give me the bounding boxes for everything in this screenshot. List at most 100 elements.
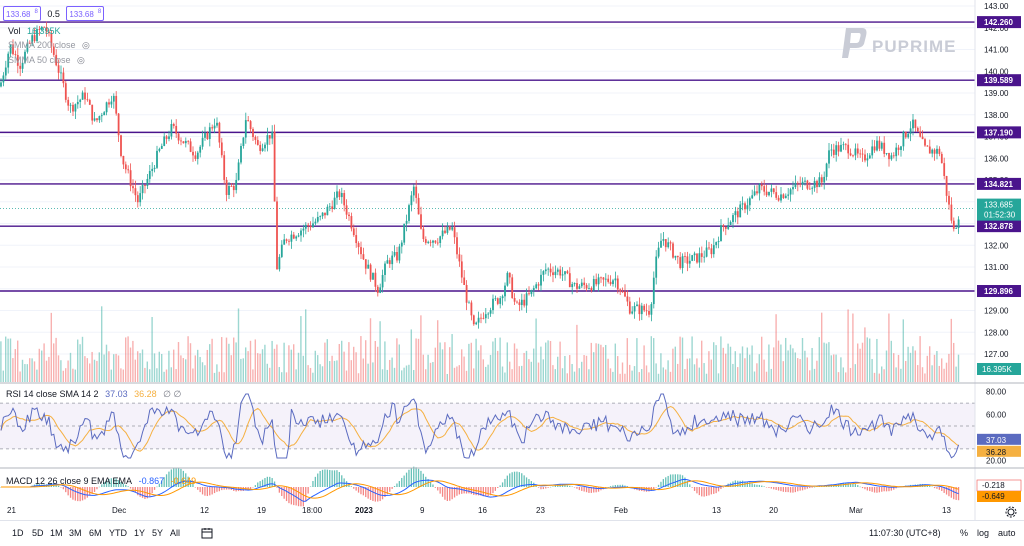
macd-hist-bar bbox=[506, 475, 508, 487]
bid-price-box[interactable]: 133.68 8 bbox=[3, 6, 41, 21]
macd-hist-bar bbox=[492, 487, 494, 494]
volume-bar bbox=[91, 351, 93, 382]
range-5d[interactable]: 5D bbox=[32, 528, 44, 538]
level-badge[interactable] bbox=[977, 126, 1021, 139]
range-1d[interactable]: 1D bbox=[12, 528, 24, 538]
smma200-legend[interactable]: SMMA 200 close ◎ bbox=[8, 40, 94, 51]
volume-bar bbox=[321, 366, 324, 382]
macd-legend[interactable]: MACD 12 26 close 9 EMA EMA -0.867 -0.649 bbox=[6, 476, 200, 486]
time-axis[interactable]: 21 Dec 12 19 18:00 2023 9 16 23 Feb 13 20 Mar 13 bbox=[7, 506, 951, 515]
candle-body bbox=[508, 272, 511, 278]
candle-body bbox=[460, 261, 463, 278]
range-6m[interactable]: 6M bbox=[89, 528, 102, 538]
price-chart[interactable]: 80.00 60.00 20.00 37.03 36.28 -0.218 -0.649 1… bbox=[0, 0, 1024, 520]
candle-body bbox=[55, 54, 58, 66]
level-badge[interactable] bbox=[977, 285, 1021, 298]
volume-bar bbox=[521, 365, 523, 382]
volume-bar bbox=[765, 371, 768, 382]
macd-hist-bar bbox=[624, 485, 626, 487]
volume-bar bbox=[468, 343, 470, 382]
volume-bar bbox=[410, 329, 412, 382]
macd-hist-bar bbox=[151, 487, 153, 494]
volume-bar bbox=[482, 359, 484, 382]
candle-body bbox=[412, 186, 415, 196]
candle-body bbox=[432, 240, 434, 243]
eye-hidden-icon[interactable]: ◎ bbox=[82, 40, 90, 50]
macd-hist-bar bbox=[362, 487, 364, 496]
time-tick-label: 2023 bbox=[355, 506, 373, 515]
candle-body bbox=[957, 219, 960, 229]
range-all[interactable]: All bbox=[170, 528, 181, 538]
candle-body bbox=[278, 256, 281, 270]
candle-body bbox=[528, 293, 530, 295]
volume-bar bbox=[883, 369, 885, 382]
candle-body bbox=[417, 197, 420, 215]
range-1m[interactable]: 1M bbox=[50, 528, 63, 538]
candle-body bbox=[254, 136, 257, 140]
price-axis[interactable]: 143.00 142.00 141.00 140.00 139.00 138.00 137.… bbox=[977, 2, 1021, 375]
candle-body bbox=[43, 26, 46, 28]
candle-body bbox=[679, 257, 682, 269]
range-5y[interactable]: 5Y bbox=[152, 528, 164, 538]
volume-bar bbox=[180, 355, 182, 382]
range-ytd[interactable]: YTD bbox=[109, 528, 127, 538]
range-1y[interactable]: 1Y bbox=[134, 528, 146, 538]
macd-hist-bar bbox=[185, 473, 187, 487]
utc-clock[interactable]: 11:07:30 (UTC+8) bbox=[869, 528, 941, 538]
candle-body bbox=[708, 247, 710, 249]
level-badge[interactable] bbox=[977, 16, 1021, 29]
macd-hist-bar bbox=[672, 474, 674, 487]
candle-body bbox=[420, 214, 422, 229]
smma50-legend[interactable]: SMMA 50 close ◎ bbox=[8, 55, 89, 66]
candle-body bbox=[235, 179, 238, 191]
auto-toggle[interactable]: auto bbox=[998, 528, 1016, 538]
volume-bar bbox=[792, 348, 794, 382]
candle-body bbox=[4, 67, 7, 76]
log-toggle[interactable]: log bbox=[977, 528, 990, 538]
candle-body bbox=[600, 277, 602, 279]
eye-hidden-icon[interactable]: ◎ bbox=[77, 55, 85, 65]
level-badge[interactable] bbox=[977, 177, 1021, 190]
volume-bar bbox=[264, 344, 266, 382]
candle-body bbox=[31, 35, 34, 43]
rsi-legend[interactable]: RSI 14 close SMA 14 2 37.03 36.28 ∅ ∅ bbox=[6, 389, 185, 400]
macd-hist-bar bbox=[132, 487, 134, 491]
candle-body bbox=[561, 274, 564, 276]
macd-hist-bar bbox=[403, 475, 405, 487]
horizontal-levels[interactable] bbox=[0, 21, 975, 292]
macd-hist-bar bbox=[293, 487, 295, 506]
candle-body bbox=[828, 150, 830, 164]
volume-bar bbox=[953, 342, 955, 382]
ask-price-box[interactable]: 133.68 8 bbox=[66, 6, 105, 21]
range-3m[interactable]: 3M bbox=[69, 528, 82, 538]
macd-signal-value: -0.867 bbox=[138, 476, 165, 486]
macd-hist-bar bbox=[885, 487, 888, 492]
macd-hist-bar bbox=[566, 485, 568, 487]
volume-bar bbox=[852, 313, 854, 382]
level-badge[interactable] bbox=[977, 220, 1021, 233]
candle-body bbox=[643, 305, 646, 311]
rsi-tick-label: 20.00 bbox=[986, 456, 1007, 465]
macd-hist-bar bbox=[374, 487, 376, 502]
last-price-badge[interactable] bbox=[977, 198, 1021, 221]
settings-gear-icon[interactable] bbox=[1005, 506, 1017, 518]
macd-hist-bar bbox=[444, 487, 446, 500]
volume-bar bbox=[727, 343, 729, 382]
candle-body bbox=[228, 186, 230, 195]
macd-hist-bar bbox=[204, 487, 206, 496]
goto-date-icon[interactable] bbox=[201, 527, 213, 539]
macd-hist-bar bbox=[936, 487, 938, 489]
candle-body bbox=[24, 51, 26, 63]
candle-body bbox=[861, 153, 864, 155]
macd-hist-bar bbox=[122, 483, 124, 487]
macd-hist-bar bbox=[393, 486, 396, 487]
percent-toggle[interactable]: % bbox=[960, 528, 969, 538]
volume-bar bbox=[141, 349, 144, 382]
volume-badge[interactable] bbox=[977, 363, 1021, 375]
volume-bar bbox=[751, 345, 753, 382]
candle-body bbox=[336, 191, 338, 198]
macd-hist-bar bbox=[221, 487, 223, 491]
volume-bar bbox=[753, 371, 756, 382]
level-badge[interactable] bbox=[977, 74, 1021, 87]
volume-bar bbox=[192, 368, 194, 382]
